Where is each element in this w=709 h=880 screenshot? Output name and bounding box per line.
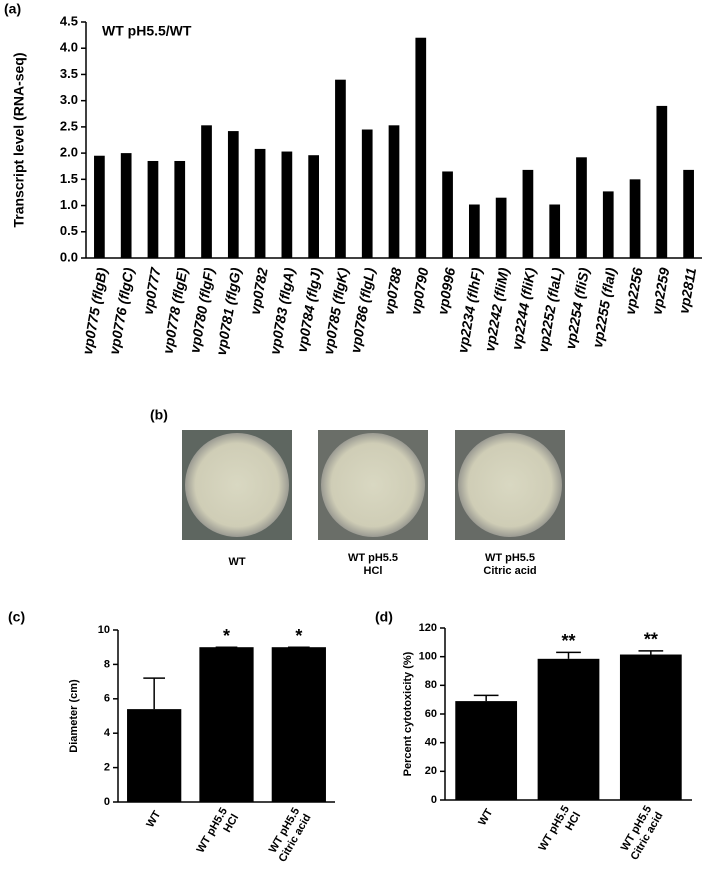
x-tick-label: vp0782: [247, 266, 271, 316]
bar: [629, 179, 641, 258]
bar: [120, 153, 132, 258]
bar: [468, 204, 480, 258]
x-tick-label: vp0781 (flgG): [213, 266, 244, 356]
y-tick-label: 40: [425, 737, 437, 749]
bar: [683, 169, 694, 258]
panel-label: (b): [150, 407, 168, 423]
bar: [201, 125, 212, 258]
y-tick-label: 6: [104, 693, 110, 705]
x-tick-label: vp0790: [407, 266, 431, 316]
significance: **: [561, 631, 575, 651]
x-tick-label: vp2254 (fliS): [562, 266, 592, 350]
y-tick-label: 8: [104, 658, 110, 670]
bar: [361, 129, 373, 258]
panel-label: (c): [8, 609, 25, 625]
x-tick-label: vp2252 (flaL): [535, 266, 566, 353]
photo-caption: HCl: [364, 565, 383, 577]
bar: [576, 157, 587, 258]
y-tick-label: 60: [425, 708, 437, 720]
bar: [656, 105, 668, 259]
x-tick-label: vp0996: [434, 266, 458, 316]
x-tick-label: vp2244 (fliK): [508, 266, 538, 351]
bar: [495, 197, 507, 258]
y-tick-label: 120: [419, 622, 437, 634]
bar: [254, 148, 266, 258]
significance: *: [295, 626, 302, 646]
bar: [335, 79, 346, 258]
bar: [522, 169, 534, 258]
x-tick-label: vp0776 (flgC): [106, 266, 137, 356]
panel-label: (d): [375, 609, 393, 625]
x-tick-label: vp0783 (flgA): [266, 266, 297, 356]
bar: [227, 131, 239, 258]
x-tick-label: vp0780 (flgF): [186, 266, 217, 354]
x-tick-label: vp0784 (flgJ): [294, 266, 325, 353]
panel-label: (a): [4, 1, 21, 17]
y-axis-label: Transcript level (RNA-seq): [11, 52, 27, 227]
significance: *: [223, 626, 230, 646]
x-tick-label: vp0778 (flgE): [159, 266, 190, 355]
bar: [271, 647, 326, 802]
bar: [415, 37, 427, 258]
petri-dish: [321, 433, 425, 537]
y-tick-label: 2: [104, 762, 110, 774]
x-tick-label: vp2242 (fliM): [481, 266, 512, 353]
petri-dish: [458, 433, 562, 537]
bar: [308, 155, 320, 258]
x-tick-label: vp0785 (flgK): [320, 266, 351, 356]
y-tick-label: 0: [431, 794, 437, 806]
y-tick-label: 4.0: [60, 40, 78, 55]
y-tick-label: 1.5: [60, 171, 78, 186]
x-tick-label: vp0786 (flgL): [347, 266, 378, 354]
photo-caption: Citric acid: [483, 565, 536, 577]
y-tick-label: 1.0: [60, 197, 78, 212]
petri-dish: [185, 433, 289, 537]
y-tick-label: 80: [425, 679, 437, 691]
bar: [549, 204, 561, 258]
bar: [147, 160, 159, 258]
x-tick-label: vp2259: [648, 266, 672, 316]
x-tick-label: vp0788: [381, 266, 405, 316]
y-tick-label: 20: [425, 765, 437, 777]
y-axis-label: Percent cytotoxicity (%): [402, 651, 414, 776]
x-tick-label: vp2255 (flaI): [589, 266, 619, 349]
x-tick-label: vp2256: [622, 266, 646, 316]
bar: [388, 125, 400, 258]
y-axis-label: Diameter (cm): [68, 679, 80, 753]
y-tick-label: 3.0: [60, 92, 78, 107]
bar: [174, 160, 186, 258]
bar: [537, 658, 600, 800]
bar: [281, 151, 293, 258]
y-tick-label: 0: [104, 796, 110, 808]
x-tick-label: vp2811: [675, 266, 699, 315]
photos: [182, 430, 565, 540]
x-tick-label: vp0775 (flgB): [79, 266, 110, 356]
bar: [199, 647, 254, 802]
bar: [94, 155, 105, 258]
photo-caption: WT: [228, 556, 245, 568]
bar: [455, 701, 518, 800]
y-tick-label: 3.5: [60, 66, 78, 81]
x-tick-label: vp0777: [140, 265, 164, 316]
y-tick-label: 2.5: [60, 118, 78, 133]
x-tick-label: vp2234 (flhF): [454, 266, 485, 354]
x-tick-label: WT: [144, 809, 163, 830]
bar: [442, 171, 453, 258]
bar: [602, 191, 614, 258]
y-tick-label: 100: [419, 651, 437, 663]
y-tick-label: 4: [104, 727, 111, 739]
bar: [127, 709, 182, 802]
y-tick-label: 2.0: [60, 145, 78, 160]
photo-caption: WT pH5.5: [348, 552, 398, 564]
y-tick-label: 0.5: [60, 223, 78, 238]
x-tick-label: WT: [476, 807, 495, 828]
significance: **: [644, 630, 658, 650]
y-tick-label: 10: [98, 624, 110, 636]
annotation: WT pH5.5/WT: [102, 23, 192, 39]
photo-caption: WT pH5.5: [485, 552, 535, 564]
bar: [619, 654, 682, 800]
y-tick-label: 0.0: [60, 249, 78, 264]
y-tick-label: 4.5: [60, 13, 78, 28]
